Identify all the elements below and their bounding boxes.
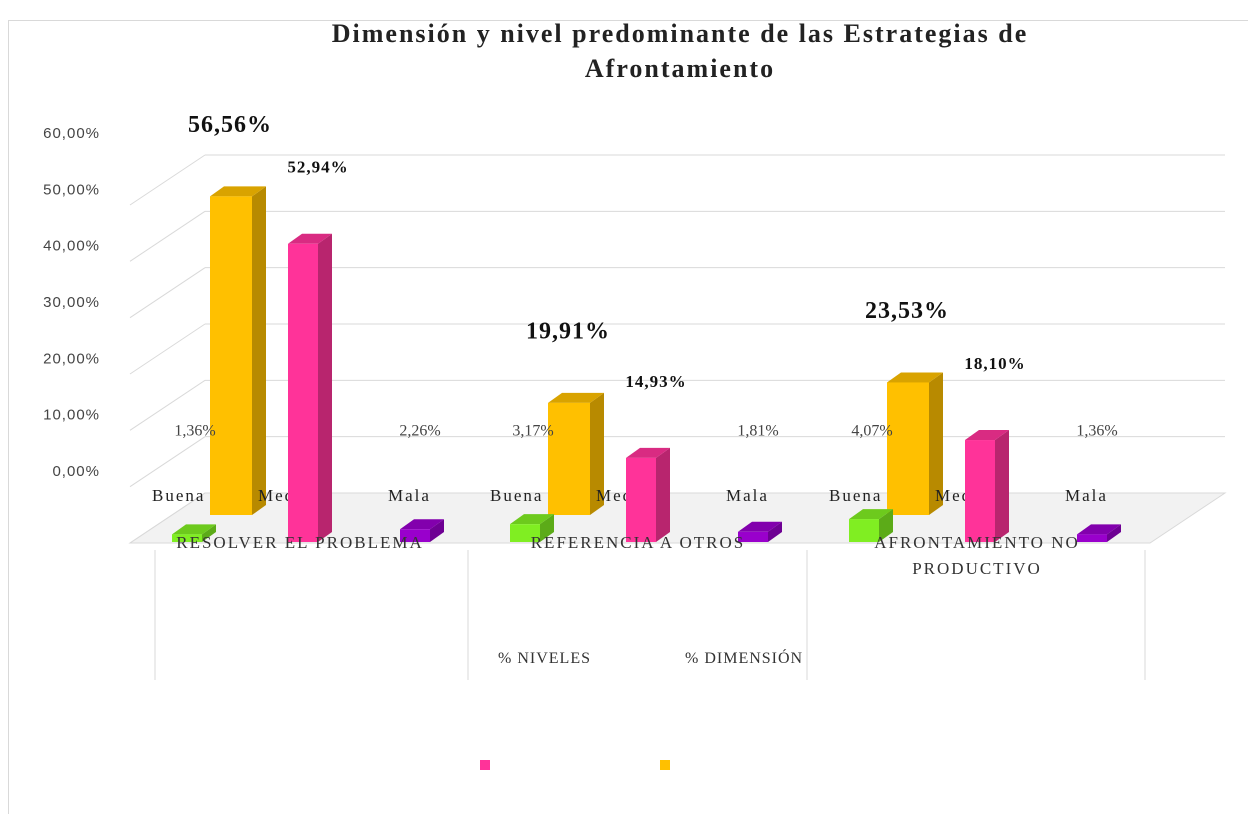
bar-top [849, 509, 893, 520]
bar-front [887, 382, 929, 515]
y-tick-label: 10,00% [43, 407, 100, 424]
bar [510, 514, 554, 542]
data-label: 18,10% [964, 354, 1025, 373]
y-tick-label: 20,00% [43, 350, 100, 367]
grid-line [129, 210, 206, 262]
bar-top [172, 524, 216, 535]
y-tick-label: 40,00% [43, 238, 100, 255]
bar-front [288, 243, 318, 542]
data-label: 52,94% [287, 158, 348, 177]
bar-top [965, 430, 1009, 441]
bar-top [626, 447, 670, 458]
bar-top [738, 521, 782, 532]
legend-swatch [480, 760, 490, 770]
bar [738, 521, 782, 542]
bar-side [1107, 524, 1121, 542]
bar-side [879, 509, 893, 542]
bar-side [995, 430, 1009, 542]
grid-line [129, 267, 206, 319]
bar [172, 524, 216, 542]
bar-top [1077, 524, 1121, 535]
bar-top [887, 372, 943, 383]
chart-title: Dimensión y nivel predominante de las Es… [331, 19, 1029, 83]
bar-front [626, 457, 656, 542]
bar-front [172, 534, 202, 542]
bar-side [590, 392, 604, 515]
bar [288, 233, 332, 542]
bar-side [318, 233, 332, 542]
bar [210, 186, 266, 515]
bar-top [548, 392, 604, 403]
level-label: Buena [490, 486, 543, 505]
bar [849, 509, 893, 542]
bar [548, 392, 604, 515]
y-tick-label: 30,00% [43, 294, 100, 311]
bar [965, 430, 1009, 542]
data-label: 19,91% [526, 318, 610, 344]
level-label: Mala [1065, 486, 1108, 505]
level-label: Buena [829, 486, 882, 505]
bar-side [252, 186, 266, 515]
bar-side [929, 372, 943, 515]
data-label: 3,17% [512, 423, 553, 440]
bar [400, 519, 444, 542]
bar [887, 372, 943, 515]
grid-line [129, 154, 206, 206]
bar-front [400, 529, 430, 542]
bar-front [1077, 534, 1107, 542]
y-tick-label: 60,00% [43, 125, 100, 142]
legend-swatch [660, 760, 670, 770]
bar-front [510, 524, 540, 542]
bar-top [510, 514, 554, 525]
bar-top [400, 519, 444, 530]
data-label: 2,26% [399, 423, 440, 440]
bar [1077, 524, 1121, 542]
x-tick-label: AFRONTAMIENTO NO PRODUCTIVO [874, 533, 1080, 578]
data-label: 1,36% [174, 423, 215, 440]
bar-top [210, 186, 266, 197]
data-label: 14,93% [625, 372, 686, 391]
level-label: Mala [388, 486, 431, 505]
bar-side [202, 524, 216, 542]
level-label: Mala [726, 486, 769, 505]
level-label: Buena [152, 486, 205, 505]
bar-top [288, 233, 332, 244]
y-tick-label: 50,00% [43, 181, 100, 198]
bar-front [965, 440, 995, 542]
bar-side [430, 519, 444, 542]
bar-front [210, 196, 252, 515]
grid-line [129, 379, 206, 431]
grid-line [129, 323, 206, 375]
legend-label: % NIVELES [498, 650, 591, 667]
bar [626, 447, 670, 542]
data-label: 1,81% [737, 423, 778, 440]
bar-side [540, 514, 554, 542]
data-label: 1,36% [1076, 423, 1117, 440]
data-label: 56,56% [188, 112, 272, 138]
bar-front [849, 519, 879, 542]
grid-line [129, 492, 206, 544]
x-tick-label: REFERENCIA A OTROS [530, 533, 746, 552]
y-tick-label: 0,00% [52, 463, 100, 480]
chart-frame [8, 20, 1248, 814]
grid-line [129, 436, 206, 488]
bar-side [768, 521, 782, 542]
bar-front [738, 531, 768, 542]
bar-front [548, 402, 590, 515]
bar-side [656, 447, 670, 542]
data-label: 23,53% [865, 298, 949, 324]
data-label: 4,07% [851, 423, 892, 440]
legend-label: % DIMENSIÓN [685, 650, 804, 667]
x-tick-label: RESOLVER EL PROBLEMA [176, 533, 424, 552]
